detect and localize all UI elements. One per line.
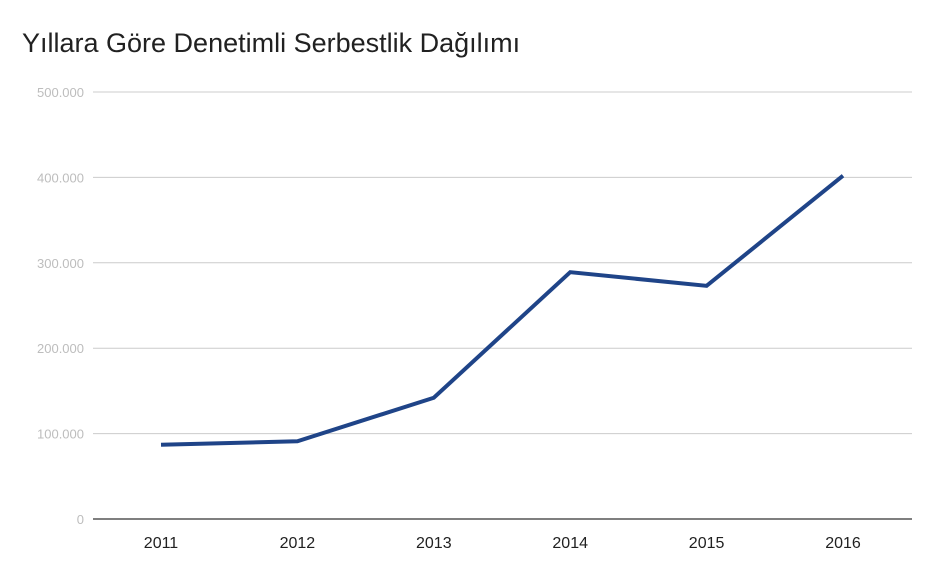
x-tick-label: 2016 [825,535,861,552]
y-tick-label: 500.000 [37,85,84,100]
y-tick-label: 100.000 [37,427,84,442]
x-tick-label: 2013 [416,535,452,552]
grid-lines [93,91,912,520]
x-tick-label: 2012 [280,535,316,552]
x-tick-label: 2015 [689,535,725,552]
y-tick-label: 0 [77,512,84,527]
y-axis-ticks: 0 100.000 200.000 300.000 400.000 500.000 [37,85,84,527]
series-line [160,174,845,447]
x-tick-label: 2014 [552,535,588,552]
x-axis-ticks: 2011 2012 2013 2014 2015 2016 [144,535,861,552]
x-tick-label: 2011 [144,535,179,552]
y-tick-label: 400.000 [37,170,84,185]
series-layer [160,174,845,447]
y-tick-label: 200.000 [37,341,84,356]
chart-title: Yıllara Göre Denetimli Serbestlik Dağılı… [22,28,521,58]
y-tick-label: 300.000 [37,256,84,271]
